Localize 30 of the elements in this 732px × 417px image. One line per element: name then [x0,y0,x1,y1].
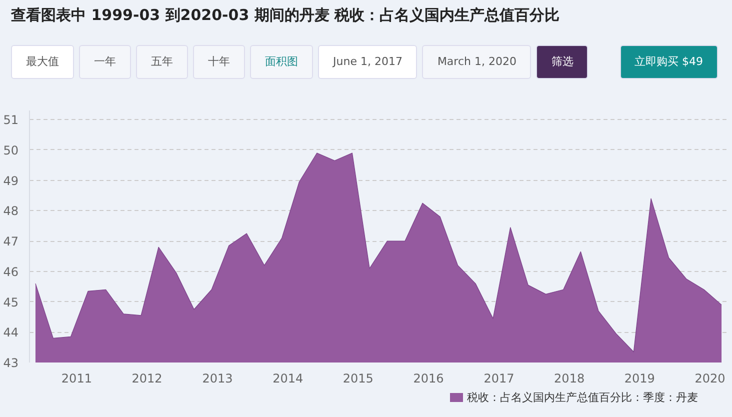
y-tick-label: 43 [3,356,19,370]
x-tick-label: 2013 [202,372,233,386]
y-tick-label: 48 [3,204,19,218]
y-tick-label: 46 [3,264,19,279]
y-tick-label: 45 [3,295,19,310]
x-tick-label: 2016 [413,372,444,386]
legend-label: 税收：占名义国内生产总值百分比：季度：丹麦 [466,390,699,406]
x-tick-label: 2015 [342,372,374,386]
text: 最大值 [11,45,74,79]
y-tick-label: 47 [3,234,19,249]
y-tick-label: 50 [3,143,19,158]
text: March 1, 2020 [422,45,532,79]
x-tick-label: 2020 [694,372,726,386]
text: 面积图 [250,45,313,79]
text: 筛选 [536,45,588,79]
chart-title: 查看图表中 1999-03 到2020-03 期间的丹麦 税收：占名义国内生产总值百分比 [11,6,560,24]
text: 十年 [193,45,245,79]
x-tick-label: 2011 [61,372,92,386]
x-tick-label: 2018 [554,372,585,386]
x-tick-label: 2014 [272,372,304,386]
x-tick-label: 2012 [132,372,162,386]
text: June 1, 2017 [318,45,418,79]
text: 一年 [79,45,131,79]
y-tick-label: 44 [3,326,19,340]
x-tick-label: 2017 [484,372,514,386]
y-tick-label: 51 [3,113,19,128]
text: 五年 [136,45,188,79]
y-tick-label: 49 [3,174,19,188]
text: 立即购买 $49 [620,45,718,79]
x-tick-label: 2019 [624,372,655,386]
